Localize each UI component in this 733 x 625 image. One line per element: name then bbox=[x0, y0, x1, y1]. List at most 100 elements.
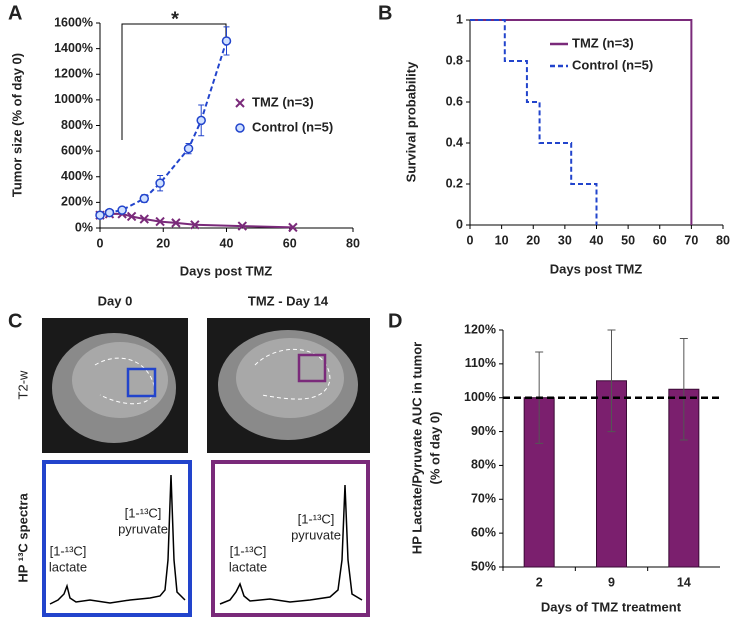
y-tick-label: 60% bbox=[471, 525, 496, 539]
y-tick-label: 600% bbox=[61, 143, 93, 157]
x-tick-label: 60 bbox=[653, 233, 667, 247]
x-tick-label: 30 bbox=[558, 233, 572, 247]
marker bbox=[288, 222, 298, 233]
y-tick-label: 400% bbox=[61, 169, 93, 183]
marker bbox=[183, 143, 194, 154]
column-title: Day 0 bbox=[98, 293, 133, 308]
x-axis-title: Days post TMZ bbox=[550, 261, 643, 276]
y-tick-label: 0.8 bbox=[446, 53, 463, 67]
row-title: T2-w bbox=[15, 370, 30, 400]
y-tick-label: 1000% bbox=[54, 92, 93, 106]
y-tick-label: 1 bbox=[456, 12, 463, 26]
legend-label: Control (n=5) bbox=[252, 119, 333, 134]
y-tick-label: 50% bbox=[471, 559, 496, 573]
x-tick-label: 20 bbox=[526, 233, 540, 247]
legend-label: TMZ (n=3) bbox=[252, 94, 314, 109]
legend-label: Control (n=5) bbox=[572, 57, 653, 72]
y-tick-label: 1600% bbox=[54, 15, 93, 29]
peak-label: pyruvate bbox=[118, 521, 168, 536]
y-tick-label: 0.2 bbox=[446, 176, 463, 190]
y-tick-label: 1400% bbox=[54, 41, 93, 55]
marker bbox=[95, 210, 105, 220]
marker bbox=[190, 220, 200, 230]
spectrum-frame bbox=[211, 460, 370, 617]
row-title: HP ¹³C spectra bbox=[15, 493, 30, 583]
voxel bbox=[297, 353, 327, 383]
peak-label: [1-¹³C] bbox=[50, 543, 87, 558]
y-tick-label: 0 bbox=[456, 217, 463, 231]
marker bbox=[155, 216, 165, 227]
marker bbox=[117, 205, 127, 215]
y-tick-label: 110% bbox=[465, 356, 496, 370]
x-tick-label: 2 bbox=[536, 575, 543, 589]
marker bbox=[221, 36, 232, 46]
error-bar bbox=[679, 337, 688, 441]
x-tick-label: 80 bbox=[346, 236, 360, 250]
marker bbox=[126, 211, 137, 222]
x-tick-label: 0 bbox=[467, 233, 474, 247]
legend-label: TMZ (n=3) bbox=[572, 35, 634, 50]
y-tick-label: 800% bbox=[61, 118, 93, 132]
peak-label: lactate bbox=[229, 559, 267, 574]
peak-label: [1-¹³C] bbox=[125, 505, 162, 520]
mri-brain bbox=[72, 342, 168, 418]
y-tick-label: 0.6 bbox=[446, 94, 463, 108]
peak-label: [1-¹³C] bbox=[298, 511, 335, 526]
y-tick-label: 80% bbox=[471, 458, 496, 472]
panel-label: A bbox=[8, 2, 22, 24]
y-axis-title: Tumor size (% of day 0) bbox=[9, 53, 24, 197]
x-tick-label: 60 bbox=[283, 236, 297, 250]
voxel bbox=[126, 367, 157, 398]
marker bbox=[139, 214, 149, 224]
peak-label: [1-¹³C] bbox=[230, 543, 267, 558]
panel-label: B bbox=[378, 2, 392, 24]
marker bbox=[104, 207, 115, 218]
marker bbox=[237, 221, 248, 231]
x-tick-label: 9 bbox=[608, 575, 615, 589]
x-axis-title: Days of TMZ treatment bbox=[541, 599, 682, 614]
y-tick-label: 90% bbox=[471, 424, 496, 438]
error-bar bbox=[607, 329, 616, 433]
y-axis-title: Survival probability bbox=[403, 61, 418, 182]
y-tick-label: 70% bbox=[471, 492, 496, 506]
series-line bbox=[470, 19, 598, 225]
peak-label: lactate bbox=[49, 559, 87, 574]
y-axis-title: HP Lactate/Pyruvate AUC in tumor bbox=[409, 342, 424, 554]
marker bbox=[139, 193, 150, 204]
y-tick-label: 1200% bbox=[54, 67, 93, 81]
panel-label: D bbox=[388, 310, 402, 332]
x-tick-label: 20 bbox=[156, 236, 170, 250]
annotation: * bbox=[171, 8, 179, 30]
x-tick-label: 70 bbox=[684, 233, 698, 247]
spectrum bbox=[49, 474, 186, 605]
y-axis-title: (% of day 0) bbox=[427, 412, 442, 485]
x-tick-label: 80 bbox=[716, 233, 730, 247]
x-tick-label: 14 bbox=[677, 575, 691, 589]
spectrum-frame bbox=[42, 460, 192, 617]
x-tick-label: 0 bbox=[97, 236, 104, 250]
x-tick-label: 10 bbox=[495, 233, 509, 247]
peak-label: pyruvate bbox=[291, 527, 341, 542]
y-tick-label: 0.4 bbox=[446, 135, 463, 149]
marker bbox=[155, 178, 165, 188]
series-line bbox=[470, 19, 693, 225]
x-axis-title: Days post TMZ bbox=[180, 263, 273, 278]
spectrum bbox=[219, 484, 363, 605]
x-tick-label: 50 bbox=[621, 233, 635, 247]
series-line bbox=[99, 40, 228, 217]
marker bbox=[196, 115, 206, 126]
marker bbox=[235, 98, 245, 108]
tumor-outline bbox=[254, 349, 331, 400]
x-tick-label: 40 bbox=[220, 236, 234, 250]
significance-bracket bbox=[121, 23, 227, 140]
y-tick-label: 200% bbox=[61, 195, 93, 209]
panel-c: C Day 0 TMZ - Day 14 T2-w HP ¹³C spectra… bbox=[8, 293, 370, 617]
marker bbox=[235, 123, 245, 133]
panel-label: C bbox=[8, 310, 22, 332]
marker bbox=[171, 218, 181, 228]
column-title: TMZ - Day 14 bbox=[248, 293, 329, 308]
series-line bbox=[99, 212, 293, 229]
y-tick-label: 120% bbox=[464, 322, 496, 336]
x-tick-label: 40 bbox=[590, 233, 604, 247]
